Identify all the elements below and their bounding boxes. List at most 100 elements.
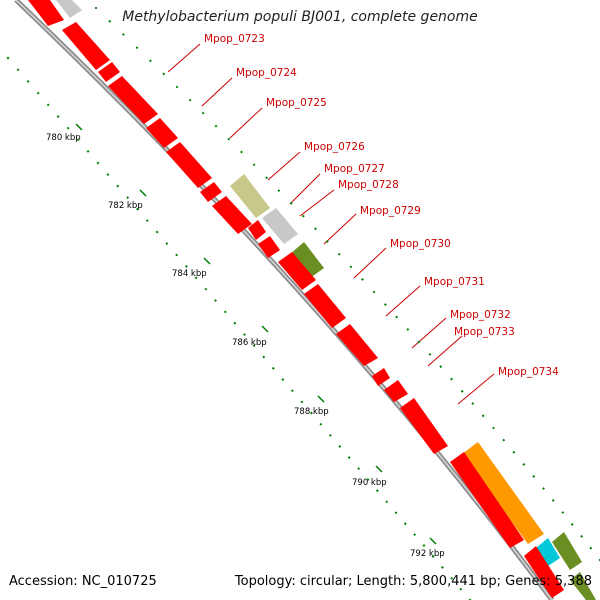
tick-dot [6, 56, 10, 60]
gene-label-mpop-0724[interactable]: Mpop_0724 [236, 67, 297, 79]
tick-dot [310, 411, 313, 415]
tick-dot [431, 555, 435, 558]
gene-label-leader [201, 77, 233, 107]
tick-dot [243, 333, 246, 336]
gene-label-mpop-0731[interactable]: Mpop_0731 [424, 276, 485, 288]
tick-dot [512, 450, 516, 454]
gene-feature-olive[interactable] [570, 572, 596, 600]
gene-feature-olive[interactable] [552, 532, 582, 570]
gene-label-leader [457, 373, 495, 405]
tick-dot [94, 6, 98, 10]
gene-feature-red[interactable] [200, 182, 222, 202]
tick-dot [450, 576, 454, 580]
tick-dot [313, 227, 317, 231]
gene-label-leader [167, 43, 201, 73]
gene-label-mpop-0728[interactable]: Mpop_0728 [338, 179, 399, 191]
gene-label-leader [289, 173, 321, 205]
gene-feature-red[interactable] [384, 380, 408, 402]
tick-dot [265, 176, 269, 180]
tick-dot [468, 598, 472, 600]
tick-dot [56, 115, 60, 118]
tick-dot [252, 163, 256, 167]
tick-dot [148, 59, 152, 63]
tick-dot [175, 85, 179, 89]
gene-feature-red[interactable] [258, 236, 280, 258]
tick-dot [46, 103, 50, 107]
gene-feature-red[interactable] [146, 118, 178, 148]
tick-dot [165, 242, 169, 245]
tick-dot [325, 240, 329, 243]
tick-dot [36, 91, 40, 95]
gene-label-mpop-0729[interactable]: Mpop_0729 [360, 205, 421, 217]
gene-feature-red[interactable] [336, 324, 378, 366]
gene-feature-red[interactable] [304, 284, 346, 328]
tick-dot [385, 500, 389, 504]
tick-dot [16, 68, 20, 72]
gene-feature-red[interactable] [28, 0, 64, 26]
tick-dot [349, 265, 353, 269]
tick-dot [26, 80, 30, 83]
tick-dot [252, 344, 256, 348]
tick-dot [162, 72, 166, 76]
gene-feature-cyan[interactable] [536, 538, 560, 566]
tick-dot [289, 201, 293, 205]
gene-label-mpop-0727[interactable]: Mpop_0727 [324, 163, 385, 175]
gene-feature-red[interactable] [98, 62, 120, 82]
gene-feature-olive[interactable] [290, 242, 324, 278]
tick-dot [375, 489, 379, 493]
accession-text: Accession: NC_010725 [9, 574, 157, 589]
gene-feature-red[interactable] [524, 546, 564, 598]
gene-label-mpop-0732[interactable]: Mpop_0732 [450, 309, 511, 321]
tick-label-786: 786 kbp [232, 338, 267, 348]
tick-dot [357, 467, 361, 471]
gene-feature-gray[interactable] [262, 208, 298, 244]
tick-dot [561, 511, 565, 514]
gene-label-mpop-0734[interactable]: Mpop_0734 [498, 366, 559, 378]
gene-feature-red[interactable] [278, 252, 316, 290]
gene-label-mpop-0723[interactable]: Mpop_0723 [204, 33, 265, 45]
gene-feature-red[interactable] [108, 76, 158, 124]
tick-dot [481, 414, 485, 418]
gene-feature-red[interactable] [450, 452, 524, 548]
tick-dot [422, 544, 426, 548]
tick-mark [75, 123, 83, 131]
page-title: Methylobacterium populi BJ001, complete … [122, 9, 478, 25]
gene-feature-red[interactable] [372, 368, 390, 386]
tick-dot [403, 522, 407, 526]
tick-dot [223, 310, 227, 314]
gene-feature-red[interactable] [166, 142, 212, 188]
gene-label-mpop-0726[interactable]: Mpop_0726 [304, 141, 365, 153]
tick-dot [361, 278, 364, 281]
gene-feature-red[interactable] [62, 22, 110, 70]
genome-backbone [14, 0, 555, 600]
gene-feature-gray[interactable] [56, 0, 82, 18]
gene-label-mpop-0725[interactable]: Mpop_0725 [266, 97, 327, 109]
tick-dot [450, 377, 453, 381]
tick-dot [589, 546, 593, 550]
gene-label-mpop-0733[interactable]: Mpop_0733 [454, 326, 515, 338]
gene-feature-orange[interactable] [462, 442, 544, 544]
tick-dot [136, 207, 139, 211]
tick-dot [551, 499, 555, 502]
tick-dot [185, 264, 188, 268]
tick-dot [366, 478, 370, 482]
gene-feature-khaki[interactable] [230, 174, 270, 218]
gene-feature-red[interactable] [212, 196, 252, 234]
tick-dot [372, 290, 376, 294]
tick-dot [439, 365, 443, 369]
tick-label-790: 790 kbp [352, 478, 387, 488]
tick-dot [413, 533, 417, 537]
tick-dot [347, 456, 351, 459]
gene-label-mpop-0730[interactable]: Mpop_0730 [390, 238, 451, 250]
tick-dot [570, 522, 574, 526]
gene-feature-red[interactable] [248, 220, 266, 240]
tick-dot [460, 389, 464, 393]
gene-label-leader [353, 247, 387, 279]
gene-feature-red[interactable] [400, 398, 448, 454]
tick-dot [277, 189, 281, 193]
tick-dot [86, 149, 90, 153]
tick-dot [492, 426, 495, 430]
tick-dot [441, 566, 444, 569]
gene-label-leader [229, 107, 263, 139]
tick-dot [542, 487, 545, 490]
